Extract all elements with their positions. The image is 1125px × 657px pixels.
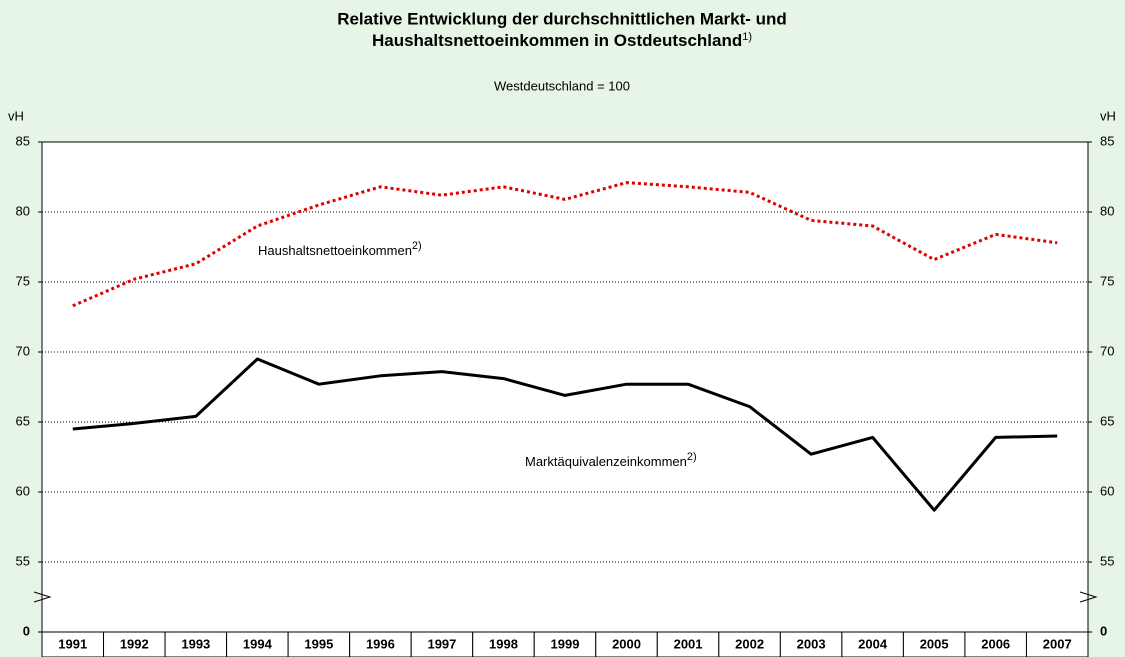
y-tick-label: 80 xyxy=(16,203,30,218)
x-tick-label: 2004 xyxy=(858,636,888,651)
y-tick-label: 0 xyxy=(23,623,30,638)
x-tick-label: 1992 xyxy=(120,636,149,651)
x-tick-label: 1994 xyxy=(243,636,273,651)
y-label: vH xyxy=(8,108,24,123)
category-cell xyxy=(841,631,904,657)
y2-label: vH xyxy=(1100,108,1116,123)
y2-tick-label: 55 xyxy=(1100,553,1114,568)
category-cell xyxy=(41,631,105,657)
category-cell xyxy=(595,631,658,657)
series-note: 2) xyxy=(412,240,422,252)
subtitle: Westdeutschland = 100 xyxy=(494,78,630,93)
category-cell xyxy=(533,631,597,657)
plot-area xyxy=(41,141,1089,633)
category-cell xyxy=(349,631,412,657)
x-tick-label: 2002 xyxy=(735,636,764,651)
y-tick-label: 75 xyxy=(16,273,30,288)
category-cell xyxy=(902,631,966,657)
x-tick-label: 2000 xyxy=(612,636,641,651)
y2-tick-label: 70 xyxy=(1100,343,1114,358)
series-label: Haushaltsnettoeinkommen2) xyxy=(258,240,422,259)
category-cell xyxy=(1025,631,1089,657)
x-tick-label: 2006 xyxy=(981,636,1010,651)
y2-tick-label: 80 xyxy=(1100,203,1114,218)
x-tick-label: 1998 xyxy=(489,636,518,651)
chart-title: Relative Entwicklung der durchschnittlic… xyxy=(337,9,787,28)
category-cell xyxy=(226,631,289,657)
y2-tick-label: 0 xyxy=(1100,623,1107,638)
category-cell xyxy=(472,631,535,657)
category-cell xyxy=(410,631,474,657)
y2-tick-label: 75 xyxy=(1100,273,1114,288)
series-name: Marktäquivalenzeinkommen xyxy=(525,454,687,469)
y-tick-label: 55 xyxy=(16,553,30,568)
y2-tick-label: 60 xyxy=(1100,483,1114,498)
title-text: Haushaltsnettoeinkommen in Ostdeutschlan… xyxy=(372,31,742,50)
x-tick-label: 2007 xyxy=(1043,636,1072,651)
x-tick-label: 2003 xyxy=(797,636,826,651)
y-tick-label: 85 xyxy=(16,133,30,148)
series-label: Marktäquivalenzeinkommen2) xyxy=(525,451,697,470)
y-tick-label: 60 xyxy=(16,483,30,498)
data-line xyxy=(72,181,1058,308)
category-cell xyxy=(779,631,843,657)
x-tick-label: 2001 xyxy=(674,636,703,651)
series-name: Haushaltsnettoeinkommen xyxy=(258,243,412,258)
y2-tick-label: 85 xyxy=(1100,133,1114,148)
x-tick-label: 1995 xyxy=(304,636,333,651)
category-cell xyxy=(964,631,1027,657)
y2-tick-label: 65 xyxy=(1100,413,1114,428)
x-tick-label: 1993 xyxy=(181,636,210,651)
category-cell xyxy=(656,631,720,657)
axis-break xyxy=(33,591,1098,603)
x-tick-label: 1991 xyxy=(58,636,87,651)
series-note: 2) xyxy=(687,451,697,463)
y-tick-label: 70 xyxy=(16,343,30,358)
x-tick-label: 1996 xyxy=(366,636,395,651)
x-tick-label: 1997 xyxy=(427,636,456,651)
y-tick-label: 65 xyxy=(16,413,30,428)
chart-title: Haushaltsnettoeinkommen in Ostdeutschlan… xyxy=(372,31,752,51)
x-tick-label: 1999 xyxy=(551,636,580,651)
data-line xyxy=(72,357,1058,512)
x-tick-label: 2005 xyxy=(920,636,949,651)
title-note: 1) xyxy=(742,31,752,43)
